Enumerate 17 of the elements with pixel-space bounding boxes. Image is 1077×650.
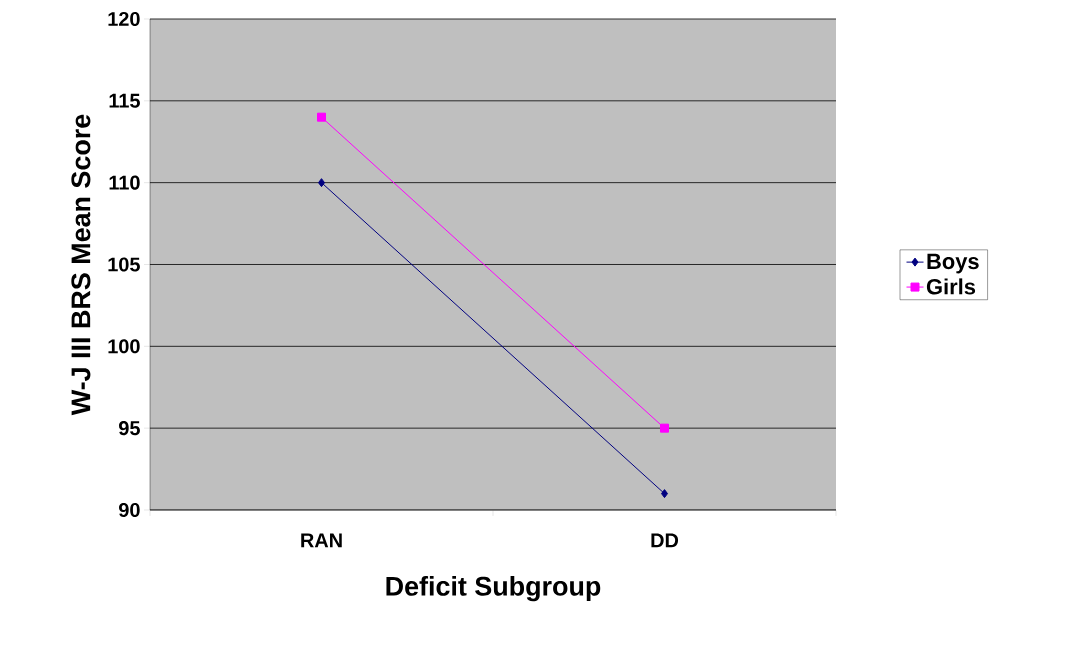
y-tick-label: 110: [109, 175, 140, 190]
point: [660, 423, 670, 433]
y-axis-title: W-J III BRS Mean Score: [71, 114, 91, 416]
x-axis-title: Deficit Subgroup: [386, 576, 601, 602]
x-tick-label: DD: [651, 533, 679, 548]
point: [318, 178, 326, 188]
y-tick-label: 90: [119, 502, 140, 518]
point: [661, 489, 669, 499]
legend-label: Girls: [926, 278, 976, 295]
y-tick-label: 105: [108, 257, 140, 272]
y-tick-label: 120: [108, 11, 140, 27]
y-tick-label: 115: [109, 93, 140, 108]
legend-label: Boys: [927, 253, 979, 274]
point: [317, 112, 327, 122]
y-tick-label: 95: [119, 421, 140, 436]
y-tick-label: 100: [108, 339, 140, 354]
x-tick-label: RAN: [301, 533, 342, 548]
